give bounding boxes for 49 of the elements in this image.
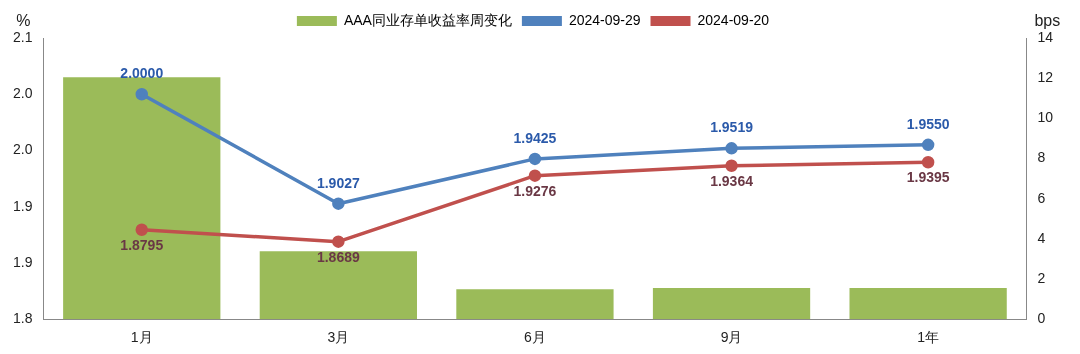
point [921,138,935,152]
data-label: 1.8689 [316,248,360,265]
data-label: 1.9027 [316,174,360,191]
y-tick-label: 2.0 [12,141,33,158]
y2-tick-label: 12 [1037,69,1054,86]
point [725,159,738,173]
x-tick-label: 3月 [327,329,350,346]
point [332,197,345,210]
bar [63,77,221,320]
point [135,87,149,101]
data-label: 2.0000 [120,65,164,82]
y-tick-label: 1.9 [12,197,33,214]
y-axis-title: % [16,12,31,30]
data-label: 1.9395 [906,169,950,186]
y2-tick-label: 4 [1037,229,1046,246]
y2-tick-label: 10 [1037,109,1054,126]
y2-tick-label: 6 [1037,189,1046,206]
bar [849,288,1007,320]
y-tick-label: 2.0 [12,85,33,102]
y-tick-label: 1.8 [12,310,33,327]
bar [456,289,614,320]
x-tick-label: 1月 [130,329,153,346]
y2-axis-title: bps [1034,12,1061,30]
bar [259,251,417,320]
data-label: 1.8795 [120,236,164,253]
legend-label: 2024-09-20 [697,11,770,28]
y-tick-label: 1.9 [12,253,33,270]
y2-tick-label: 0 [1037,310,1046,327]
legend-label: AAA同业存单收益率周变化 [343,11,512,28]
legend-label: 2024-09-29 [568,11,641,28]
bar [652,288,811,320]
y2-tick-label: 8 [1037,149,1046,166]
data-label: 1.9550 [906,115,950,132]
x-tick-label: 9月 [720,329,743,346]
point [921,156,935,169]
y2-tick-label: 2 [1037,269,1046,286]
point [528,169,542,182]
data-label: 1.9364 [710,172,754,189]
y2-tick-label: 14 [1037,28,1054,45]
x-tick-label: 1年 [917,329,940,346]
point [332,235,345,248]
point [528,152,542,166]
data-label: 1.9425 [513,129,557,146]
data-label: 1.9519 [710,119,754,136]
x-tick-label: 6月 [524,329,546,346]
point [135,223,149,237]
point [725,142,738,155]
data-label: 1.9276 [513,182,557,199]
y-tick-label: 2.1 [12,28,33,45]
